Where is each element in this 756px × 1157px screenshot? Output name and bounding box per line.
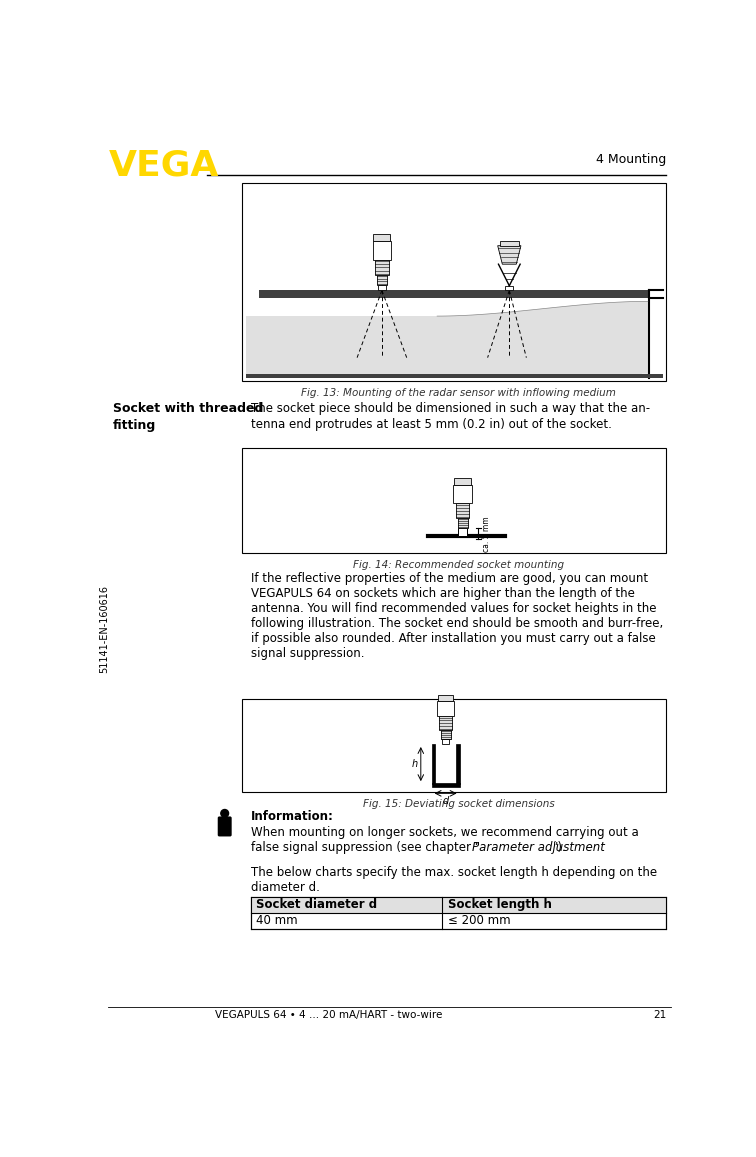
Circle shape [221,810,228,817]
Text: diameter d.: diameter d. [251,882,320,894]
Bar [373,235,390,242]
Text: Socket with threaded: Socket with threaded [113,403,264,415]
Bar [246,316,642,374]
Polygon shape [497,245,521,264]
Bar [457,744,460,784]
Text: d: d [442,796,449,806]
Bar [242,184,667,382]
Text: tenna end protrudes at least 5 mm (0.2 in) out of the socket.: tenna end protrudes at least 5 mm (0.2 i… [251,418,612,430]
Bar [454,478,471,485]
Bar [437,701,454,716]
Bar [506,286,513,290]
Text: ≤ 200 mm: ≤ 200 mm [448,914,510,927]
Bar [456,503,469,518]
Bar [259,290,649,299]
Text: Information:: Information: [251,810,334,824]
Bar [246,374,662,378]
Bar [375,260,389,275]
Text: false signal suppression (see chapter ": false signal suppression (see chapter " [251,841,480,854]
Bar [441,730,451,739]
Text: Fig. 14: Recommended socket mounting: Fig. 14: Recommended socket mounting [353,560,564,570]
FancyBboxPatch shape [218,817,231,837]
Bar [242,449,667,553]
Polygon shape [437,299,648,374]
Text: following illustration. The socket end should be smooth and burr-free,: following illustration. The socket end s… [251,617,663,629]
Text: 4 Mounting: 4 Mounting [596,153,667,165]
Bar [442,739,450,744]
Text: The below charts specify the max. socket length h depending on the: The below charts specify the max. socket… [251,865,657,878]
Bar [439,716,452,730]
Text: When mounting on longer sockets, we recommend carrying out a: When mounting on longer sockets, we reco… [251,826,639,839]
Text: 21: 21 [653,1010,667,1019]
Text: if possible also rounded. After installation you must carry out a false: if possible also rounded. After installa… [251,632,655,644]
Text: fitting: fitting [113,419,156,432]
Bar [500,241,519,245]
Bar [458,529,467,536]
Text: Fig. 13: Mounting of the radar sensor with inflowing medium: Fig. 13: Mounting of the radar sensor wi… [302,389,616,398]
Bar [457,518,468,529]
Text: 40 mm: 40 mm [256,914,298,927]
Bar [378,286,386,290]
Text: VEGA: VEGA [108,149,218,183]
Text: 51141-EN-160616: 51141-EN-160616 [100,584,110,673]
Bar [242,699,667,791]
Bar [438,695,454,701]
Text: ca. 5 mm: ca. 5 mm [482,516,491,552]
Text: antenna. You will find recommended values for socket heights in the: antenna. You will find recommended value… [251,602,656,614]
Bar [251,897,667,913]
Bar [454,485,472,503]
Text: signal suppression.: signal suppression. [251,647,364,659]
Text: Socket length h: Socket length h [448,898,551,911]
Text: VEGAPULS 64 on sockets which are higher than the length of the: VEGAPULS 64 on sockets which are higher … [251,587,635,599]
Bar [373,242,392,260]
Text: ").: "). [553,841,567,854]
Text: Parameter adjustment: Parameter adjustment [472,841,605,854]
Text: The socket piece should be dimensioned in such a way that the an-: The socket piece should be dimensioned i… [251,403,650,415]
Bar [432,783,460,787]
Text: Socket diameter d: Socket diameter d [256,898,377,911]
Text: Fig. 15: Deviating socket dimensions: Fig. 15: Deviating socket dimensions [363,798,555,809]
Bar [432,744,435,784]
Text: h: h [411,759,418,769]
Text: If the reflective properties of the medium are good, you can mount: If the reflective properties of the medi… [251,572,648,584]
Text: VEGAPULS 64 • 4 … 20 mA/HART - two-wire: VEGAPULS 64 • 4 … 20 mA/HART - two-wire [215,1010,442,1019]
Bar [251,897,667,929]
Bar [376,275,387,286]
